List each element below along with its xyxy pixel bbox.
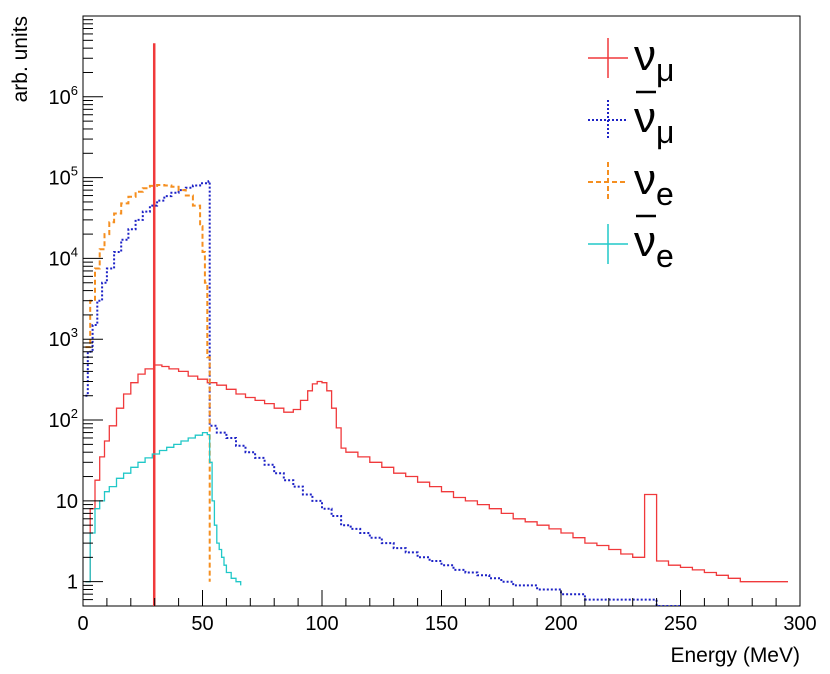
y-tick-label: 1 (67, 572, 78, 594)
y-tick-label-base: 10 (49, 329, 71, 351)
series-line-nue (85, 184, 211, 582)
y-tick-label: 102 (49, 406, 78, 432)
y-tick-label-base: 10 (49, 248, 71, 270)
legend-symbol: ν (634, 93, 656, 142)
y-tick-label: 10 (56, 491, 78, 513)
series-line-nuebar (85, 431, 242, 586)
y-tick-label-base: 1 (67, 572, 78, 594)
x-tick-label: 150 (425, 613, 458, 635)
y-tick-label-exp: 3 (71, 325, 78, 340)
legend-label-nuebar: νe (634, 217, 674, 274)
y-tick-label-base: 10 (56, 491, 78, 513)
x-tick-label: 250 (664, 613, 697, 635)
y-axis-label: arb. units (9, 16, 32, 102)
y-tick-label: 104 (49, 244, 78, 270)
x-tick-label: 100 (305, 613, 338, 635)
legend-subscript: e (656, 176, 674, 212)
legend-subscript: μ (656, 52, 674, 88)
y-tick-label-base: 10 (49, 410, 71, 432)
y-tick-label-exp: 6 (71, 83, 78, 98)
legend-symbol: ν (634, 217, 656, 266)
x-tick-label: 300 (783, 613, 816, 635)
y-tick-label: 105 (49, 164, 78, 190)
y-tick-label-exp: 4 (71, 244, 78, 259)
x-tick-label: 50 (191, 613, 213, 635)
y-tick-label-base: 10 (49, 168, 71, 190)
plot-frame (82, 15, 801, 607)
series-line-numu (85, 364, 788, 583)
y-tick-label: 103 (49, 325, 78, 351)
legend-label-nue: νe (634, 155, 674, 212)
legend-label-numubar: νμ (634, 93, 674, 150)
legend-label-numu: νμ (634, 31, 674, 88)
y-tick-label: 106 (49, 83, 78, 109)
series-layer (85, 43, 788, 606)
x-tick-label: 200 (544, 613, 577, 635)
legend-symbol: ν (634, 155, 656, 204)
y-tick-label-base: 10 (49, 87, 71, 109)
x-axis-label: Energy (MeV) (670, 644, 800, 667)
legend-subscript: e (656, 238, 674, 274)
x-tick-label: 0 (77, 613, 88, 635)
y-tick-label-exp: 2 (71, 406, 78, 421)
y-tick-label-exp: 5 (71, 164, 78, 179)
legend-subscript: μ (656, 114, 674, 150)
legend-symbol: ν (634, 31, 656, 80)
